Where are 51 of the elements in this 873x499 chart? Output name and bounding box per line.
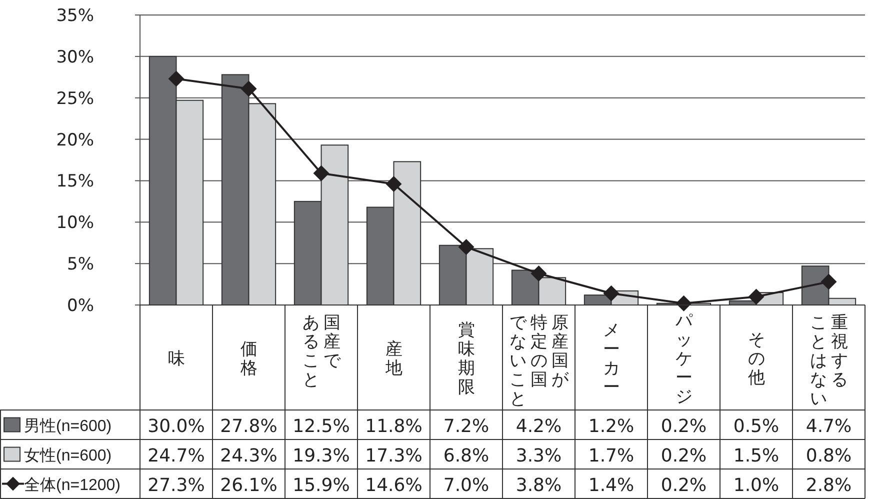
data-label: 0.2% <box>660 474 707 496</box>
data-label: 0.8% <box>806 445 852 466</box>
point <box>386 176 402 192</box>
point <box>676 295 692 312</box>
data-label: 15.9% <box>292 474 350 496</box>
y-tick-label: 10% <box>56 213 94 234</box>
y-tick-label: 35% <box>56 6 94 26</box>
data-label: 3.8% <box>516 474 562 496</box>
data-label: 24.7% <box>148 445 205 466</box>
data-label: 14.6% <box>365 474 422 496</box>
data-label: 4.2% <box>516 416 562 437</box>
data-label: 27.3% <box>148 474 205 496</box>
data-label: 19.3% <box>292 445 350 466</box>
y-tick-label: 5% <box>67 254 94 275</box>
legend-label: 全体(n=1200) <box>24 476 120 494</box>
y-tick-label: 0% <box>67 296 94 316</box>
data-label: 0.2% <box>660 416 707 437</box>
y-tick-label: 15% <box>56 172 94 192</box>
data-label: 11.8% <box>365 416 422 437</box>
point <box>313 165 330 182</box>
y-tick-label: 25% <box>56 88 94 109</box>
data-label: 17.3% <box>365 445 422 466</box>
data-label: 1.2% <box>588 416 634 437</box>
data-label: 6.8% <box>443 445 490 466</box>
point <box>603 285 620 302</box>
data-label: 30.0% <box>148 416 205 437</box>
data-label: 3.3% <box>516 445 562 466</box>
data-label: 24.3% <box>220 445 278 466</box>
point <box>168 70 184 87</box>
point <box>530 266 547 282</box>
legend-label: 男性(n=600) <box>24 418 112 435</box>
data-label: 0.5% <box>733 416 780 437</box>
data-label: 0.2% <box>660 445 707 466</box>
data-label: 1.0% <box>733 474 780 496</box>
data-label: 1.4% <box>588 474 634 496</box>
data-label: 7.0% <box>443 474 490 496</box>
legend-label: 女性(n=600) <box>24 447 112 464</box>
data-label: 2.8% <box>806 474 852 496</box>
data-label: 4.7% <box>806 416 852 437</box>
y-tick-label: 30% <box>56 47 94 68</box>
point <box>820 274 837 290</box>
data-label: 27.8% <box>220 416 278 437</box>
data-label: 26.1% <box>220 474 278 496</box>
y-tick-label: 20% <box>56 130 94 150</box>
data-label: 7.2% <box>443 416 490 437</box>
data-label: 1.7% <box>588 445 634 466</box>
point <box>458 239 474 255</box>
point <box>748 288 764 305</box>
data-label: 12.5% <box>292 416 350 437</box>
point <box>240 80 257 97</box>
data-label: 1.5% <box>733 445 780 466</box>
